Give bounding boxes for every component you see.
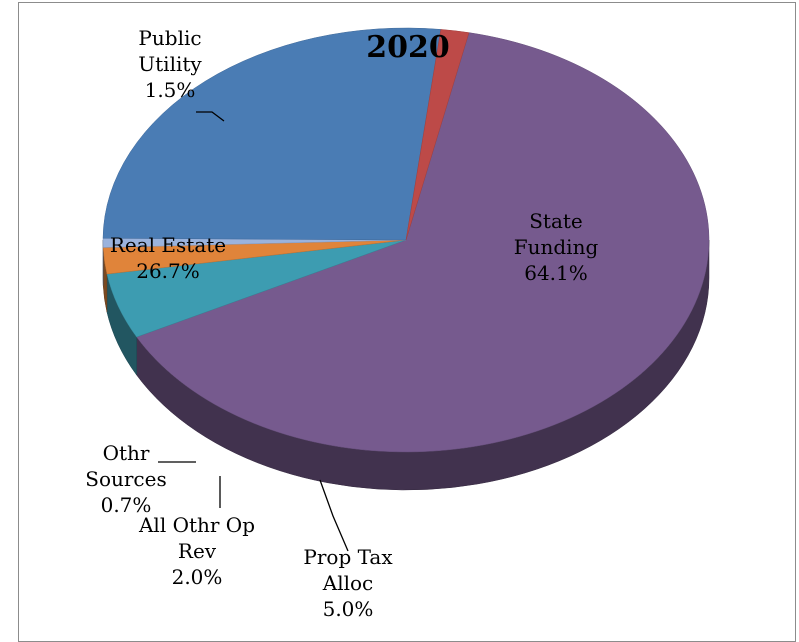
value-label: 0.7%: [101, 493, 152, 517]
value-label: 2.0%: [172, 565, 223, 589]
name-label: State: [529, 209, 583, 233]
name-label: Utility: [138, 52, 202, 76]
name-label: All Othr Op: [138, 513, 255, 537]
name-label: Alloc: [322, 571, 373, 595]
value-label: 26.7%: [136, 259, 200, 283]
name-label: Public: [138, 26, 201, 50]
name-label: Funding: [514, 235, 599, 259]
name-label: Rev: [178, 539, 217, 563]
value-label: 1.5%: [145, 78, 196, 102]
value-label: 5.0%: [323, 597, 374, 621]
leader-prop-tax-alloc: [320, 480, 348, 551]
name-label: Prop Tax: [303, 545, 393, 569]
name-label: Othr: [103, 441, 150, 465]
name-label: Real Estate: [110, 233, 226, 257]
value-label: 64.1%: [524, 261, 588, 285]
name-label: Sources: [85, 467, 166, 491]
chart-title: 2020: [366, 30, 450, 65]
